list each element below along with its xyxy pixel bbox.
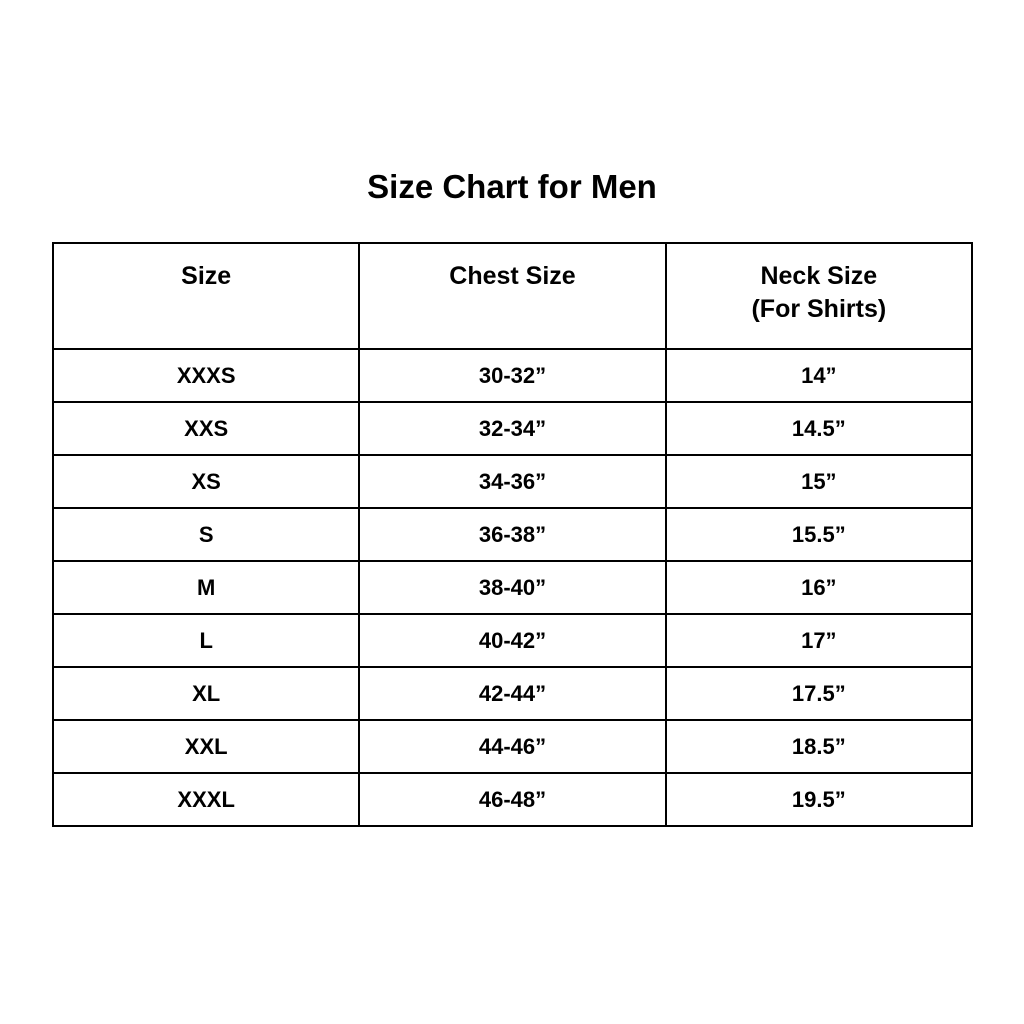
cell-chest: 32-34” — [358, 401, 667, 456]
table-row: L 40-42” 17” — [51, 613, 974, 668]
cell-size: XS — [51, 454, 361, 509]
table-body: XXXS 30-32” 14” XXS 32-34” 14.5” XS 34-3… — [51, 348, 974, 827]
cell-chest: 42-44” — [358, 666, 667, 721]
cell-size: M — [51, 560, 361, 615]
cell-chest: 38-40” — [358, 560, 667, 615]
cell-chest: 46-48” — [358, 772, 667, 827]
cell-chest: 30-32” — [358, 348, 667, 403]
cell-size: XXS — [51, 401, 361, 456]
header-neck-size: Neck Size (For Shirts) — [664, 242, 974, 350]
header-neck-size-line2: (For Shirts) — [751, 294, 887, 323]
cell-neck: 18.5” — [664, 719, 974, 774]
cell-size: L — [51, 613, 361, 668]
cell-chest: 34-36” — [358, 454, 667, 509]
cell-chest: 44-46” — [358, 719, 667, 774]
cell-size: XXXS — [51, 348, 361, 403]
header-chest-size-label: Chest Size — [449, 262, 576, 290]
cell-size: S — [51, 507, 361, 562]
cell-size: XXL — [51, 719, 361, 774]
header-size-label: Size — [181, 262, 232, 290]
header-size: Size — [51, 242, 361, 350]
table-header: Size Chest Size Neck Size (For Shirts) — [51, 242, 974, 350]
cell-chest: 40-42” — [358, 613, 667, 668]
cell-neck: 17” — [664, 613, 974, 668]
cell-chest: 36-38” — [358, 507, 667, 562]
header-chest-size: Chest Size — [358, 242, 667, 350]
table-row: XXXS 30-32” 14” — [51, 348, 974, 403]
cell-neck: 19.5” — [664, 772, 974, 827]
cell-neck: 16” — [664, 560, 974, 615]
table-row: S 36-38” 15.5” — [51, 507, 974, 562]
table-row: XL 42-44” 17.5” — [51, 666, 974, 721]
cell-neck: 15.5” — [664, 507, 974, 562]
header-neck-size-line1: Neck Size — [760, 262, 878, 290]
table-row: XXS 32-34” 14.5” — [51, 401, 974, 456]
header-row: Size Chest Size Neck Size (For Shirts) — [51, 242, 974, 350]
table-row: M 38-40” 16” — [51, 560, 974, 615]
size-chart-table: Size Chest Size Neck Size (For Shirts) X… — [51, 242, 974, 827]
table-row: XS 34-36” 15” — [51, 454, 974, 509]
cell-neck: 15” — [664, 454, 974, 509]
cell-neck: 14.5” — [664, 401, 974, 456]
table-row: XXL 44-46” 18.5” — [51, 719, 974, 774]
cell-neck: 14” — [664, 348, 974, 403]
table-row: XXXL 46-48” 19.5” — [51, 772, 974, 827]
cell-neck: 17.5” — [664, 666, 974, 721]
page-title: Size Chart for Men — [367, 168, 657, 205]
cell-size: XXXL — [51, 772, 361, 827]
cell-size: XL — [51, 666, 361, 721]
